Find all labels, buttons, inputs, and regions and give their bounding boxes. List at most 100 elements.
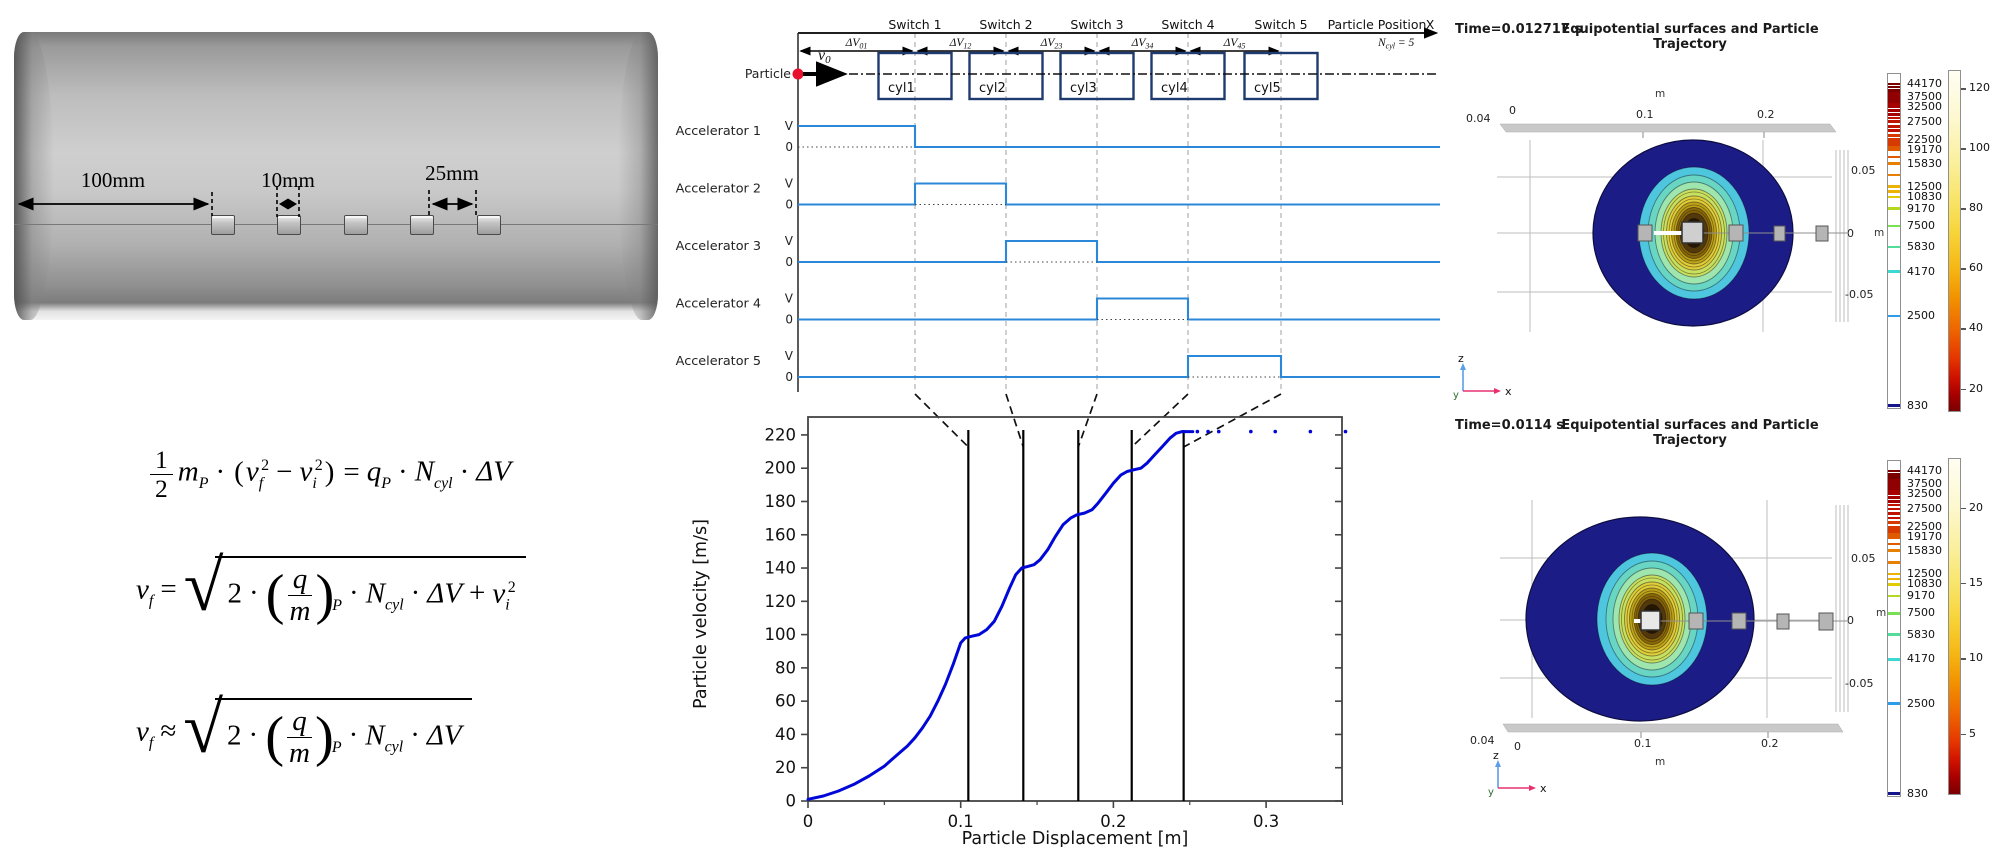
potential-tick-label: 15830 <box>1907 156 1942 170</box>
velocity-tick <box>1961 507 1966 510</box>
potential-tick-minor <box>1888 542 1900 546</box>
potential-tick-label: 830 <box>1907 786 1928 800</box>
potential-tick-label: 32500 <box>1907 486 1942 500</box>
dv-label-1: ΔV01 <box>845 37 868 51</box>
potential-tick-minor <box>1888 476 1900 479</box>
accelerator-label-2: Accelerator 2 <box>676 182 761 197</box>
potential-tick-label: 44170 <box>1907 77 1942 91</box>
potential-tick-minor <box>1888 530 1900 534</box>
potential-tick <box>1888 492 1900 496</box>
potential-tick-minor <box>1888 97 1900 101</box>
potential-tick-minor <box>1888 561 1900 564</box>
x-axis-label: x <box>1505 385 1512 398</box>
y-tick-label: 60 <box>775 692 796 711</box>
x-tick-label: 0 <box>1509 104 1516 117</box>
potential-tick-label: 4170 <box>1907 264 1935 278</box>
switch-label-3: Switch 3 <box>1070 17 1123 32</box>
potential-tick <box>1888 582 1900 586</box>
potential-tick <box>1888 95 1900 98</box>
velocity-tick-label: 10 <box>1969 651 1983 665</box>
potential-tick <box>1888 245 1900 249</box>
connector-5 <box>1183 393 1282 448</box>
potential-tick-label: 10830 <box>1907 577 1942 591</box>
equation-energy-balance: 1 2 mP · (vf2− vi2) = qP · Ncyl · ΔV <box>150 446 511 502</box>
y-tick-label: 0 <box>786 792 797 811</box>
potential-tick-minor <box>1888 496 1900 499</box>
terminal-dot <box>1206 429 1210 434</box>
dv-label-5: ΔV45 <box>1223 37 1246 51</box>
drift-cylinder-2 <box>277 215 301 235</box>
y-tick-label: 0 <box>1847 227 1854 240</box>
x-tick-label: 0 <box>803 812 814 831</box>
potential-tick-minor <box>1888 133 1900 137</box>
velocity-tick <box>1961 328 1966 330</box>
dv-label-4: ΔV34 <box>1131 37 1154 51</box>
x-axis-slab <box>1499 123 1837 133</box>
potential-tick <box>1888 549 1900 553</box>
terminal-dot <box>1343 429 1348 434</box>
zero-axis-label: 0 <box>785 370 793 384</box>
potential-tick-minor <box>1888 100 1900 104</box>
velocity-colorbar-1: 120 100 80 60 40 20 <box>1948 70 1990 412</box>
x-tick-label: 0.1 <box>1634 737 1652 750</box>
potential-tick-label: 22500 <box>1907 519 1942 533</box>
potential-tick-label: 19170 <box>1907 143 1942 157</box>
y-tick-label: 0.05 <box>1851 164 1876 177</box>
potential-tick-minor <box>1888 109 1900 112</box>
potential-tick <box>1888 162 1900 165</box>
potential-tick-minor <box>1888 503 1900 507</box>
potential-tick-label: 5830 <box>1907 240 1935 253</box>
velocity-tick <box>1961 88 1966 90</box>
coordinate-triad: z y x <box>1453 352 1512 401</box>
velocity-tick <box>1961 268 1966 270</box>
velocity-tick <box>1961 208 1966 210</box>
potential-tick-label: 37500 <box>1907 89 1942 103</box>
potential-tick <box>1888 658 1900 661</box>
velocity-curve <box>806 430 1195 801</box>
y-tick-label: 0 <box>1847 614 1854 627</box>
dim-arrow-10mm <box>279 198 297 210</box>
x-tick-label: 0.3 <box>1253 812 1279 831</box>
cyl-box-1 <box>877 51 953 101</box>
z-axis-label: z <box>1458 352 1464 365</box>
potential-tick-label: 5830 <box>1907 627 1935 641</box>
potential-tick <box>1888 314 1900 318</box>
velocity-tick-label: 20 <box>1969 500 1983 514</box>
switch-label-5: Switch 5 <box>1254 17 1307 32</box>
potential-tick <box>1888 525 1900 529</box>
potential-tick-minor <box>1888 487 1900 491</box>
potential-tick-minor <box>1888 124 1900 128</box>
dim-label-10mm: 10mm <box>261 168 315 192</box>
drift-cylinder-4 <box>410 215 434 235</box>
x-axis-label: x <box>1540 782 1547 795</box>
potential-tick-minor <box>1888 89 1900 92</box>
potential-tick-label: 19170 <box>1907 530 1942 544</box>
cyl-label-1: cyl1 <box>888 81 915 96</box>
dim-label-100mm: 100mm <box>81 168 145 192</box>
y-tick-label: 160 <box>765 525 797 544</box>
cyl-label-3: cyl3 <box>1070 81 1097 96</box>
x-axis-slab <box>1502 723 1844 733</box>
cyl-box-2 <box>968 51 1044 101</box>
potential-tick-label: 7500 <box>1907 218 1935 232</box>
potential-colorbar-1: 44170 37500 32500 27500 22500 19170 15830 12500… <box>1887 73 1942 412</box>
x-tick-label: 0.04 <box>1470 734 1495 747</box>
y-tick-label: 0.05 <box>1851 552 1876 565</box>
terminal-dot <box>1273 429 1278 434</box>
potential-tick <box>1888 148 1900 152</box>
cylinder-left-cap <box>14 32 54 320</box>
potential-tick <box>1888 82 1900 86</box>
switch-label-4: Switch 4 <box>1161 17 1214 32</box>
cyl-label-2: cyl2 <box>979 81 1006 96</box>
y-tick-label: -0.05 <box>1845 677 1873 690</box>
drift-cylinders <box>1640 610 1834 631</box>
potential-tick-minor <box>1888 490 1900 493</box>
potential-tick-label: 12500 <box>1907 179 1942 193</box>
terminal-dot <box>1216 429 1221 434</box>
velocity-tick <box>1961 582 1966 585</box>
waveform-4 <box>798 297 1440 321</box>
velocity-tick-label: 15 <box>1969 575 1983 589</box>
potential-tick-minor <box>1888 92 1900 95</box>
potential-tick-minor <box>1888 472 1900 476</box>
